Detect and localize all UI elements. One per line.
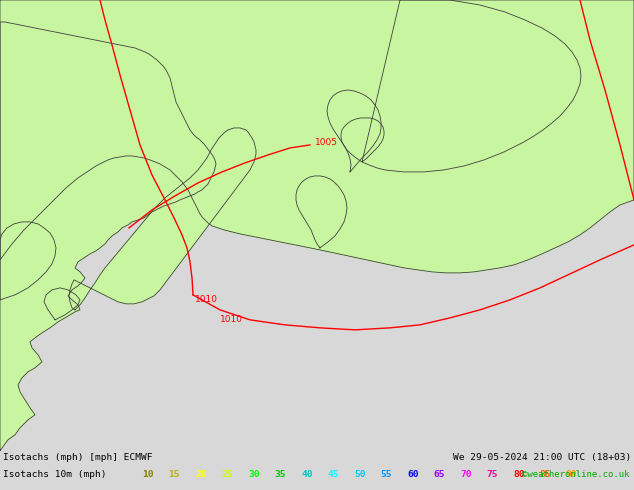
Text: 75: 75 — [486, 470, 498, 479]
Text: ©weatheronline.co.uk: ©weatheronline.co.uk — [522, 470, 629, 479]
Text: 1010: 1010 — [220, 316, 243, 324]
Polygon shape — [341, 0, 581, 172]
Text: 20: 20 — [195, 470, 207, 479]
Text: 60: 60 — [407, 470, 418, 479]
Text: 40: 40 — [301, 470, 313, 479]
Polygon shape — [0, 22, 216, 451]
Text: 1010: 1010 — [195, 295, 218, 304]
Text: 90: 90 — [566, 470, 578, 479]
Text: 30: 30 — [248, 470, 259, 479]
Polygon shape — [296, 176, 347, 248]
Text: 50: 50 — [354, 470, 365, 479]
Text: 80: 80 — [513, 470, 524, 479]
Text: 45: 45 — [328, 470, 339, 479]
Text: 25: 25 — [221, 470, 233, 479]
Polygon shape — [0, 0, 634, 273]
Text: 10: 10 — [142, 470, 153, 479]
Text: 15: 15 — [169, 470, 180, 479]
Polygon shape — [69, 128, 256, 310]
Text: Isotachs (mph) [mph] ECMWF: Isotachs (mph) [mph] ECMWF — [3, 453, 153, 462]
Polygon shape — [327, 90, 381, 172]
Polygon shape — [44, 288, 80, 320]
Text: 85: 85 — [540, 470, 551, 479]
Text: 55: 55 — [380, 470, 392, 479]
Text: 35: 35 — [275, 470, 286, 479]
Text: 65: 65 — [434, 470, 445, 479]
Polygon shape — [0, 222, 56, 300]
Text: Isotachs 10m (mph): Isotachs 10m (mph) — [3, 470, 107, 479]
Text: 70: 70 — [460, 470, 472, 479]
Text: 1005: 1005 — [315, 139, 338, 147]
Text: We 29-05-2024 21:00 UTC (18+03): We 29-05-2024 21:00 UTC (18+03) — [453, 453, 631, 462]
